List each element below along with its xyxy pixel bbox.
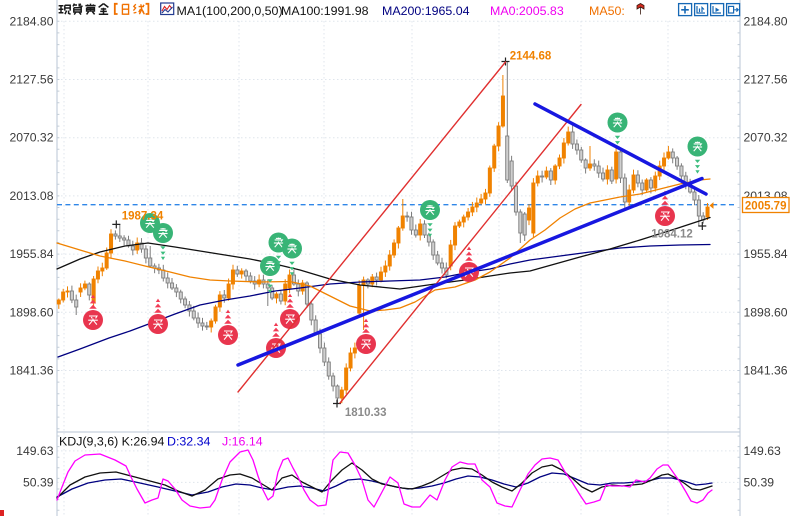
- svg-text:149.63: 149.63: [744, 444, 781, 458]
- svg-text:1841.36: 1841.36: [744, 364, 788, 378]
- svg-text:MA0:2005.83: MA0:2005.83: [490, 4, 564, 18]
- svg-text:2127.56: 2127.56: [744, 73, 788, 87]
- svg-text:2005.79: 2005.79: [745, 200, 787, 212]
- svg-text:50.39: 50.39: [23, 475, 54, 489]
- svg-text:1987.34: 1987.34: [122, 211, 164, 223]
- svg-text:1841.36: 1841.36: [9, 364, 53, 378]
- svg-text:1955.84: 1955.84: [9, 247, 53, 261]
- svg-text:MA50:: MA50:: [589, 4, 625, 18]
- svg-text:D:32.34: D:32.34: [167, 435, 211, 449]
- svg-text:1810.33: 1810.33: [345, 407, 387, 419]
- svg-text:2013.08: 2013.08: [9, 189, 53, 203]
- svg-text:149.63: 149.63: [16, 444, 53, 458]
- svg-text:2184.80: 2184.80: [744, 14, 788, 28]
- svg-text:2070.32: 2070.32: [9, 131, 53, 145]
- svg-text:1955.84: 1955.84: [744, 247, 788, 261]
- svg-text:KDJ(9,3,6) K:26.94: KDJ(9,3,6) K:26.94: [59, 435, 164, 449]
- svg-text:1898.60: 1898.60: [744, 305, 788, 319]
- svg-text:50.39: 50.39: [744, 475, 775, 489]
- svg-text:MA200:1965.04: MA200:1965.04: [382, 4, 470, 18]
- svg-text:1984.12: 1984.12: [651, 229, 693, 241]
- svg-text:MA1(100,200,0,50): MA1(100,200,0,50): [177, 4, 283, 18]
- svg-text:1898.60: 1898.60: [9, 305, 53, 319]
- svg-text:MA100:1991.98: MA100:1991.98: [281, 4, 369, 18]
- svg-text:J:16.14: J:16.14: [222, 435, 263, 449]
- svg-text:2184.80: 2184.80: [9, 14, 53, 28]
- svg-text:2127.56: 2127.56: [9, 73, 53, 87]
- svg-text:2144.68: 2144.68: [510, 51, 552, 63]
- svg-text:2070.32: 2070.32: [744, 131, 788, 145]
